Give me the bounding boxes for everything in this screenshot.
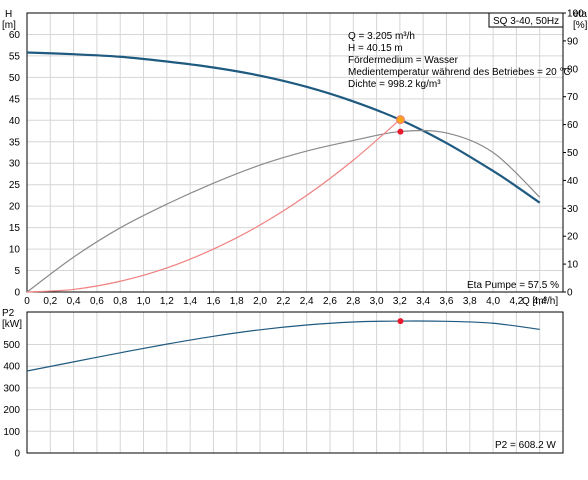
p2-tick-label: 100 xyxy=(3,427,20,438)
x-tick-label: 1,0 xyxy=(137,296,151,307)
p2-tick-label: 300 xyxy=(3,383,20,394)
y-right-tick-label: 100 xyxy=(567,9,584,20)
y-right-tick-label: 20 xyxy=(567,232,579,243)
y-right-tick-label: 90 xyxy=(567,36,579,47)
system-curve-curve xyxy=(26,119,401,293)
eta-point-marker xyxy=(397,128,404,135)
duty-point-marker xyxy=(395,115,405,125)
y-right-tick-label: 60 xyxy=(567,120,579,131)
x-tick-label: 0,6 xyxy=(90,296,104,307)
y-right-tick-label: 0 xyxy=(567,288,573,299)
efficiency-curve xyxy=(26,129,541,293)
info-line-temperature: Medientemperatur während des Betriebes =… xyxy=(348,67,571,78)
power-point-marker xyxy=(397,318,404,325)
markers xyxy=(395,115,405,325)
y-left-tick-label: 30 xyxy=(9,159,21,170)
p2-axis-unit: [kW] xyxy=(2,319,22,330)
y-left-tick-label: 60 xyxy=(9,30,21,41)
y-right-label: eta xyxy=(573,9,587,20)
p2-readout: P2 = 608.2 W xyxy=(495,440,556,451)
x-tick-label: 2,2 xyxy=(276,296,290,307)
x-tick-label: 2,8 xyxy=(346,296,360,307)
x-tick-label: 0,4 xyxy=(67,296,81,307)
product-label: SQ 3-40, 50Hz xyxy=(493,16,559,27)
info-line-medium: Fördermedium = Wasser xyxy=(348,55,459,66)
y-left-tick-label: 45 xyxy=(9,94,21,105)
x-tick-label: 0,2 xyxy=(43,296,57,307)
info-line-head: H = 40.15 m xyxy=(348,43,403,54)
p2-tick-label: 200 xyxy=(3,405,20,416)
x-axis-label: Q [m³/h] xyxy=(522,296,558,307)
top-axis-ticks: 0 0,2 0,4 0,6 0,8 1,0 1,2 1,4 1,6 1,8 2,0 2,2 2,4 2,6… xyxy=(9,9,584,308)
x-tick-label: 1,8 xyxy=(230,296,244,307)
bottom-chart-grid xyxy=(26,312,563,454)
y-right-unit: [%] xyxy=(573,20,588,31)
x-tick-label: 1,4 xyxy=(183,296,197,307)
product-label-box xyxy=(488,12,564,28)
x-tick-label: 0 xyxy=(24,296,30,307)
power-curve xyxy=(26,320,540,372)
x-tick-label: 1,2 xyxy=(160,296,174,307)
x-tick-label: 3,2 xyxy=(393,296,407,307)
p2-axis-label: P2 xyxy=(2,308,15,319)
x-tick-label: 0,8 xyxy=(113,296,127,307)
p2-tick-label: 0 xyxy=(14,449,20,460)
x-tick-label: 4,4 xyxy=(533,296,547,307)
bottom-plot-frame xyxy=(26,311,564,454)
info-line-density: Dichte = 998.2 kg/m³ xyxy=(348,79,441,90)
y-right-tick-label: 30 xyxy=(567,204,579,215)
x-tick-label: 1,6 xyxy=(206,296,220,307)
bottom-axis-ticks: 0 100 200 300 400 500 xyxy=(3,340,20,459)
y-left-label: H xyxy=(5,9,12,20)
y-left-tick-label: 50 xyxy=(9,73,21,84)
y-left-tick-label: 5 xyxy=(14,266,20,277)
x-tick-label: 3,0 xyxy=(370,296,384,307)
x-tick-label: 4,0 xyxy=(486,296,500,307)
y-left-tick-label: 20 xyxy=(9,202,21,213)
x-tick-label: 2,6 xyxy=(323,296,337,307)
y-left-tick-label: 40 xyxy=(9,116,21,127)
x-tick-label: 2,4 xyxy=(300,296,314,307)
x-tick-label: 4,2 xyxy=(509,296,523,307)
y-left-tick-label: 0 xyxy=(14,288,20,299)
y-left-tick-label: 55 xyxy=(9,51,21,62)
info-line-flow: Q = 3.205 m³/h xyxy=(348,31,415,42)
y-left-tick-label: 35 xyxy=(9,137,21,148)
p2-tick-label: 500 xyxy=(3,340,20,351)
y-right-tick-label: 50 xyxy=(567,148,579,159)
y-right-tick-label: 10 xyxy=(567,260,579,271)
x-tick-label: 3,6 xyxy=(440,296,454,307)
x-tick-label: 3,4 xyxy=(416,296,430,307)
y-right-tick-label: 80 xyxy=(567,64,579,75)
y-left-tick-label: 10 xyxy=(9,245,21,256)
y-left-unit: [m] xyxy=(2,20,16,31)
y-left-tick-label: 25 xyxy=(9,180,21,191)
eta-readout: Eta Pumpe = 57.5 % xyxy=(467,280,559,291)
p2-tick-label: 400 xyxy=(3,362,20,373)
y-left-tick-label: 15 xyxy=(9,223,21,234)
x-tick-label: 3,8 xyxy=(463,296,477,307)
curves xyxy=(26,51,541,372)
y-right-tick-label: 40 xyxy=(567,176,579,187)
x-tick-label: 2,0 xyxy=(253,296,267,307)
head-curve xyxy=(26,51,541,204)
y-right-tick-label: 70 xyxy=(567,92,579,103)
